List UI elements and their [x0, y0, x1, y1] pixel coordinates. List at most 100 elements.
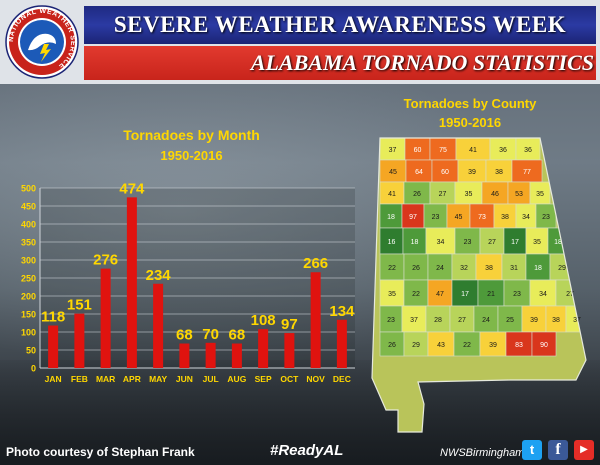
county-value-label: 39 [468, 169, 476, 176]
header-subtitle-bar [84, 46, 596, 80]
county-value-label: 37 [410, 317, 418, 324]
county-value-label: 27 [439, 191, 447, 198]
county [449, 305, 475, 333]
facebook-icon[interactable]: f [548, 440, 568, 460]
state-outline [371, 137, 587, 433]
county [451, 253, 477, 281]
county-value-label: 23 [513, 291, 521, 298]
county [479, 227, 505, 255]
x-tick-label: JUL [203, 374, 219, 384]
county-value-label: 34 [539, 291, 547, 298]
county-value-label: 83 [515, 342, 523, 349]
county-value-label: 41 [469, 147, 477, 154]
bar-value-label: 474 [119, 180, 145, 197]
twitter-icon[interactable]: t [522, 440, 542, 460]
county-value-label: 75 [439, 147, 447, 154]
county-value-label: 23 [464, 239, 472, 246]
hashtag: #ReadyAL [270, 442, 344, 459]
county-value-label: 22 [463, 342, 471, 349]
bar [284, 333, 295, 368]
bar [179, 343, 190, 368]
county [475, 253, 503, 281]
county [521, 305, 547, 333]
county-value-label: 18 [554, 239, 562, 246]
county-value-label: 27 [488, 239, 496, 246]
bar-chart-title: Tornadoes by Month [123, 127, 260, 143]
y-tick-label: 450 [21, 202, 36, 212]
county-value-label: 32 [460, 265, 468, 272]
county [427, 279, 453, 307]
county-value-label: 24 [436, 265, 444, 272]
bar-value-label: 68 [176, 327, 193, 344]
youtube-icon[interactable]: ▶ [574, 440, 594, 460]
bar [100, 268, 111, 368]
county [473, 305, 499, 333]
bar-value-label: 68 [229, 327, 246, 344]
x-tick-label: AUG [227, 374, 246, 384]
bar [126, 197, 137, 368]
county [479, 331, 507, 357]
bar-value-label: 234 [146, 267, 172, 284]
county-value-label: 38 [501, 214, 509, 221]
county-value-label: 45 [455, 214, 463, 221]
bar-value-label: 134 [329, 303, 355, 320]
county-value-label: 64 [415, 169, 423, 176]
x-tick-label: APR [123, 374, 141, 384]
page-subtitle: Alabama Tornado Statistics [250, 50, 594, 75]
bar-value-label: 151 [67, 297, 92, 314]
county [451, 279, 479, 307]
county-value-label: 35 [533, 239, 541, 246]
x-tick-label: MAR [96, 374, 115, 384]
county-value-label: 36 [499, 147, 507, 154]
bar-value-label: 97 [281, 316, 298, 333]
county [505, 331, 533, 357]
county [379, 331, 405, 357]
bar [231, 343, 242, 368]
county-value-label: 23 [542, 214, 550, 221]
county-value-label: 39 [530, 317, 538, 324]
x-tick-label: MAY [149, 374, 167, 384]
bar [74, 313, 85, 368]
county-value-label: 29 [558, 265, 566, 272]
county-value-label: 27 [566, 291, 574, 298]
county-value-label: 34 [437, 239, 445, 246]
county-value-label: 34 [522, 214, 530, 221]
county-value-label: 28 [434, 317, 442, 324]
x-tick-label: SEP [255, 374, 272, 384]
county-value-label: 97 [409, 214, 417, 221]
county-value-label: 35 [465, 191, 473, 198]
header-title-bar [84, 6, 596, 44]
county-value-label: 23 [432, 214, 440, 221]
x-tick-label: OCT [280, 374, 299, 384]
y-tick-label: 50 [26, 346, 36, 356]
county-value-label: 25 [506, 317, 514, 324]
county-value-label: 24 [482, 317, 490, 324]
county-value-label: 18 [411, 239, 419, 246]
county-value-label: 53 [515, 191, 523, 198]
bar-value-label: 70 [202, 326, 219, 343]
county [454, 227, 481, 255]
county-value-label: 29 [412, 342, 420, 349]
county [401, 305, 427, 333]
county-value-label: 23 [387, 317, 395, 324]
county-value-label: 35 [536, 191, 544, 198]
bar [258, 329, 269, 368]
county-value-label: 31 [510, 265, 518, 272]
bar-value-label: 118 [41, 309, 65, 326]
photo-credit: Photo courtesy of Stephan Frank [6, 445, 195, 459]
county-value-label: 41 [388, 191, 396, 198]
bar [310, 272, 321, 368]
bar-value-label: 276 [93, 252, 118, 269]
county-value-label: 77 [523, 169, 531, 176]
county-value-label: 90 [540, 342, 548, 349]
nws-logo: NATIONAL WEATHER SERVICE [5, 5, 79, 79]
county-value-label: 37 [573, 317, 581, 324]
county-value-label: 27 [458, 317, 466, 324]
county-value-label: 22 [412, 291, 420, 298]
x-tick-label: FEB [71, 374, 88, 384]
office-handle: NWSBirmingham [440, 447, 525, 459]
county-value-label: 17 [461, 291, 469, 298]
county [379, 253, 405, 281]
